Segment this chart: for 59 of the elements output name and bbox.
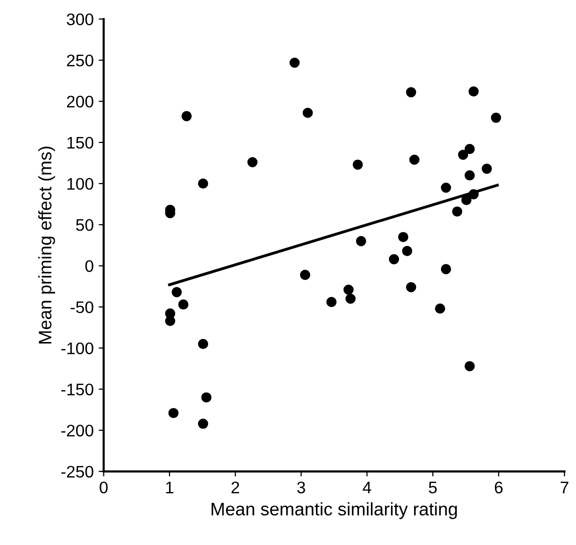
point bbox=[165, 316, 176, 326]
point bbox=[182, 111, 192, 122]
x-tick-label: 0 bbox=[100, 482, 108, 494]
point bbox=[352, 160, 363, 170]
point bbox=[198, 338, 208, 350]
point bbox=[388, 254, 400, 264]
point bbox=[178, 299, 188, 310]
x-axis-title: Mean semantic similarity rating bbox=[212, 502, 457, 520]
point bbox=[452, 206, 462, 217]
point bbox=[172, 287, 182, 298]
point bbox=[402, 246, 412, 256]
y-tick-label: 100 bbox=[67, 178, 94, 190]
y-tick-label: -100 bbox=[61, 342, 94, 354]
y-axis-title: Mean priming effect (ms) bbox=[38, 146, 56, 344]
point bbox=[440, 182, 452, 193]
point bbox=[345, 294, 356, 304]
y-tick-label: 300 bbox=[66, 13, 94, 26]
point bbox=[461, 194, 472, 206]
point bbox=[343, 284, 354, 295]
x-tick-label: 6 bbox=[494, 482, 503, 494]
point bbox=[490, 112, 502, 123]
point bbox=[198, 418, 208, 429]
y-tick-label: 150 bbox=[67, 136, 94, 149]
x-tick-label: 7 bbox=[560, 482, 568, 494]
x-tick-label: 2 bbox=[232, 482, 240, 494]
point bbox=[458, 150, 468, 160]
x-tick-label: 1 bbox=[166, 482, 174, 494]
y-tick-label: 250 bbox=[66, 54, 94, 66]
y-tick-label: -150 bbox=[61, 384, 94, 396]
point bbox=[482, 164, 492, 174]
point bbox=[440, 264, 452, 274]
point bbox=[168, 408, 179, 418]
y-tick-label: 200 bbox=[66, 96, 94, 108]
point bbox=[289, 58, 300, 68]
point bbox=[464, 361, 475, 372]
y-tick-label: -200 bbox=[61, 424, 94, 437]
y-tick-label: 0 bbox=[85, 260, 94, 272]
y-tick-label: -50 bbox=[70, 301, 94, 314]
point bbox=[434, 303, 446, 314]
point bbox=[464, 170, 475, 180]
x-tick-label: 5 bbox=[428, 482, 437, 494]
x-tick-label: 3 bbox=[297, 482, 306, 494]
point bbox=[398, 232, 408, 242]
point bbox=[247, 157, 258, 168]
y-tick-label: -250 bbox=[61, 466, 94, 478]
point bbox=[300, 270, 310, 280]
point bbox=[302, 108, 313, 118]
point bbox=[356, 236, 366, 246]
x-tick-label: 4 bbox=[362, 482, 372, 494]
point bbox=[198, 178, 208, 189]
point bbox=[464, 144, 475, 154]
point bbox=[406, 282, 416, 292]
point bbox=[409, 154, 420, 165]
point bbox=[326, 296, 337, 308]
point bbox=[201, 392, 212, 402]
point bbox=[468, 189, 479, 200]
point bbox=[406, 87, 416, 98]
point bbox=[468, 86, 479, 97]
y-tick-label: 50 bbox=[76, 219, 94, 231]
